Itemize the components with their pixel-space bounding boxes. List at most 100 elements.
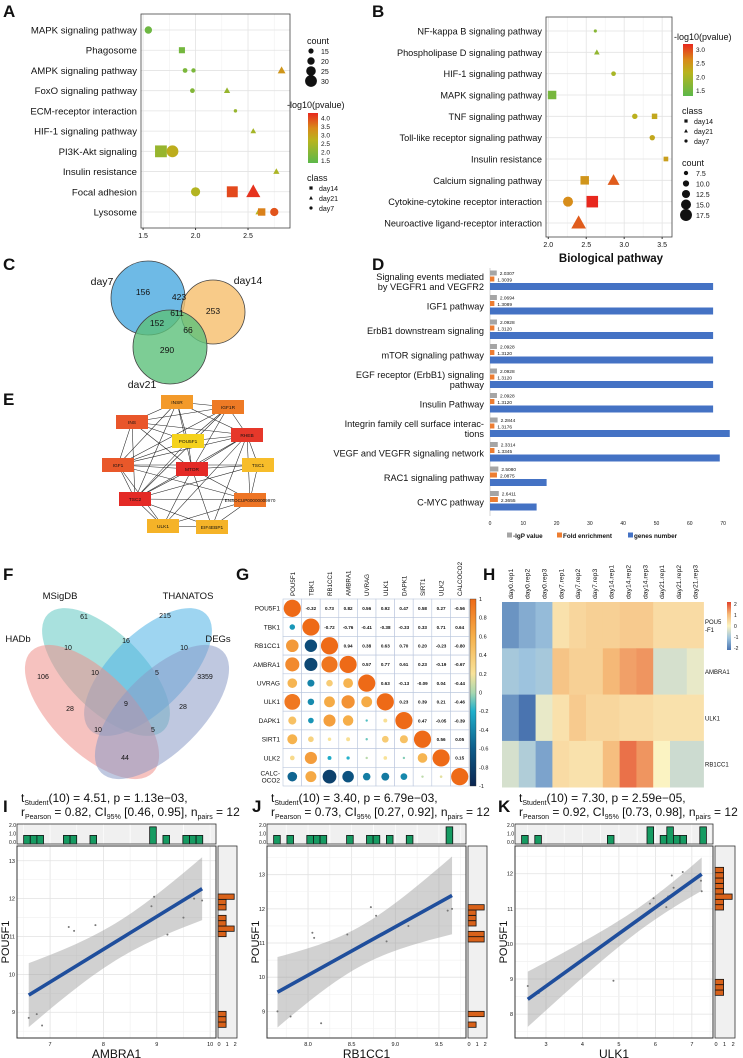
y-tick-label: 9 bbox=[510, 977, 513, 983]
plot-border bbox=[514, 845, 714, 1039]
subscript: Pearson bbox=[275, 814, 301, 821]
venn-count: 28 bbox=[66, 706, 74, 713]
data-point bbox=[41, 1024, 44, 1027]
x-tick-label: 20 bbox=[554, 521, 560, 527]
corr-circle bbox=[289, 755, 295, 761]
heatmap-cell bbox=[518, 648, 536, 695]
row-label: ECM-receptor interaction bbox=[30, 106, 137, 117]
data-point bbox=[191, 68, 196, 73]
corr-circle bbox=[402, 756, 406, 760]
heatmap-cell bbox=[619, 602, 637, 649]
x-tick-label: 50 bbox=[654, 521, 660, 527]
venn-count: 611 bbox=[170, 308, 184, 318]
colorbar-tick-label: 2.0 bbox=[696, 74, 705, 81]
colorbar-tick-label: 1.5 bbox=[321, 158, 330, 165]
top-histogram-bar bbox=[534, 835, 542, 845]
x-tick-label: 9.0 bbox=[391, 1042, 399, 1048]
corr-value: 0.70 bbox=[399, 643, 408, 648]
legend-color-title: -log10(pvalue) bbox=[674, 32, 732, 42]
data-point bbox=[446, 909, 449, 912]
data-point bbox=[273, 168, 280, 174]
corr-circle bbox=[342, 770, 354, 783]
bar-fold-enrichment bbox=[490, 472, 497, 478]
side-histogram-bar bbox=[714, 898, 724, 906]
title-text: (10) = 3.40, p = 6.79e−03, bbox=[298, 791, 437, 805]
network-node bbox=[231, 428, 263, 442]
corr-circle bbox=[307, 698, 315, 706]
column-label: POU5F1 bbox=[290, 571, 297, 596]
side-histogram-bar bbox=[217, 898, 227, 906]
row-label: Toll-like receptor signaling pathway bbox=[400, 133, 543, 143]
x-tick-label: 6 bbox=[654, 1042, 657, 1048]
data-point bbox=[571, 215, 587, 229]
row-label: Insulin resistance bbox=[471, 155, 542, 165]
corr-value: -0.41 bbox=[361, 625, 372, 630]
venn-set-label: dav21 bbox=[128, 379, 157, 391]
x-tick-label: 0 bbox=[489, 521, 492, 527]
subscript: 95% bbox=[107, 814, 121, 821]
heatmap-cell bbox=[502, 740, 520, 788]
network-edge bbox=[117, 401, 178, 466]
title-text: [0.46, 0.95], n bbox=[121, 805, 198, 819]
data-point bbox=[648, 902, 651, 905]
y-tick-label: 11 bbox=[507, 907, 513, 913]
side-histogram-bar bbox=[217, 1016, 227, 1023]
corr-circle bbox=[383, 756, 388, 760]
y-tick-label: 11 bbox=[259, 941, 265, 947]
corr-circle bbox=[305, 771, 317, 783]
top-histogram-bar bbox=[23, 835, 31, 845]
legend-label: Fold enrichment bbox=[563, 533, 613, 540]
top-histogram-bar bbox=[607, 835, 615, 845]
top-histogram-bar bbox=[273, 835, 281, 845]
network-edge bbox=[191, 468, 213, 528]
network-node bbox=[196, 520, 228, 534]
heatmap-cell bbox=[586, 740, 604, 788]
heatmap-cell bbox=[552, 602, 570, 649]
data-label-fold: 1.3120 bbox=[497, 400, 512, 406]
row-label: NF-kappa B signaling pathway bbox=[417, 27, 542, 37]
column-label: SIRT1 bbox=[420, 578, 427, 596]
legend-shape-day7 bbox=[684, 139, 688, 143]
x-axis-label: ULK1 bbox=[599, 1047, 629, 1058]
side-histogram-bar bbox=[467, 930, 485, 938]
venn-count: 9 bbox=[124, 701, 128, 708]
side-histogram-bar bbox=[467, 909, 477, 916]
y-tick-label: 10 bbox=[9, 972, 15, 978]
data-point bbox=[320, 1022, 323, 1025]
title-text: t bbox=[519, 791, 523, 805]
histogram-tick-label: 2 bbox=[234, 1042, 237, 1048]
row-label: POU5F1 bbox=[255, 606, 281, 613]
corr-value: 0.64 bbox=[455, 625, 464, 630]
panel-letter-K: K bbox=[498, 797, 511, 816]
data-label-fold: 1.3176 bbox=[497, 425, 512, 431]
colorbar-tick-label: 0 bbox=[479, 691, 482, 697]
heatmap-cell bbox=[586, 694, 604, 742]
histogram-tick-label: 1 bbox=[226, 1042, 229, 1048]
bar-fold-enrichment bbox=[490, 374, 495, 380]
subscript: 95% bbox=[605, 814, 619, 821]
node-label: IGF1R bbox=[221, 405, 236, 411]
venn-count: 152 bbox=[150, 318, 164, 328]
x-tick-label: 7 bbox=[690, 1042, 693, 1048]
corr-circle bbox=[307, 679, 315, 687]
venn-set-label: HADb bbox=[5, 634, 30, 645]
venn-count: 16 bbox=[122, 638, 130, 645]
node-label: MTOR bbox=[185, 467, 200, 473]
panel-letter-B: B bbox=[372, 2, 384, 21]
legend-class-label: day14 bbox=[694, 119, 713, 126]
corr-circle bbox=[381, 772, 390, 781]
histogram-tick-label: 1.0 bbox=[259, 832, 266, 838]
category-label: Integrin family cell surface interac- bbox=[345, 419, 484, 429]
panel-letter-A: A bbox=[3, 2, 15, 21]
column-label: day14.rep3 bbox=[642, 565, 649, 599]
corr-value: 0.20 bbox=[418, 643, 427, 648]
corr-circle bbox=[341, 695, 355, 709]
category-label: C-MYC pathway bbox=[417, 498, 484, 508]
corr-circle bbox=[339, 655, 357, 674]
column-label: day14.rep2 bbox=[626, 565, 633, 599]
data-point bbox=[407, 924, 410, 927]
legend-count-label: 12.5 bbox=[696, 192, 710, 199]
data-label-fold: 1.3039 bbox=[497, 278, 512, 284]
